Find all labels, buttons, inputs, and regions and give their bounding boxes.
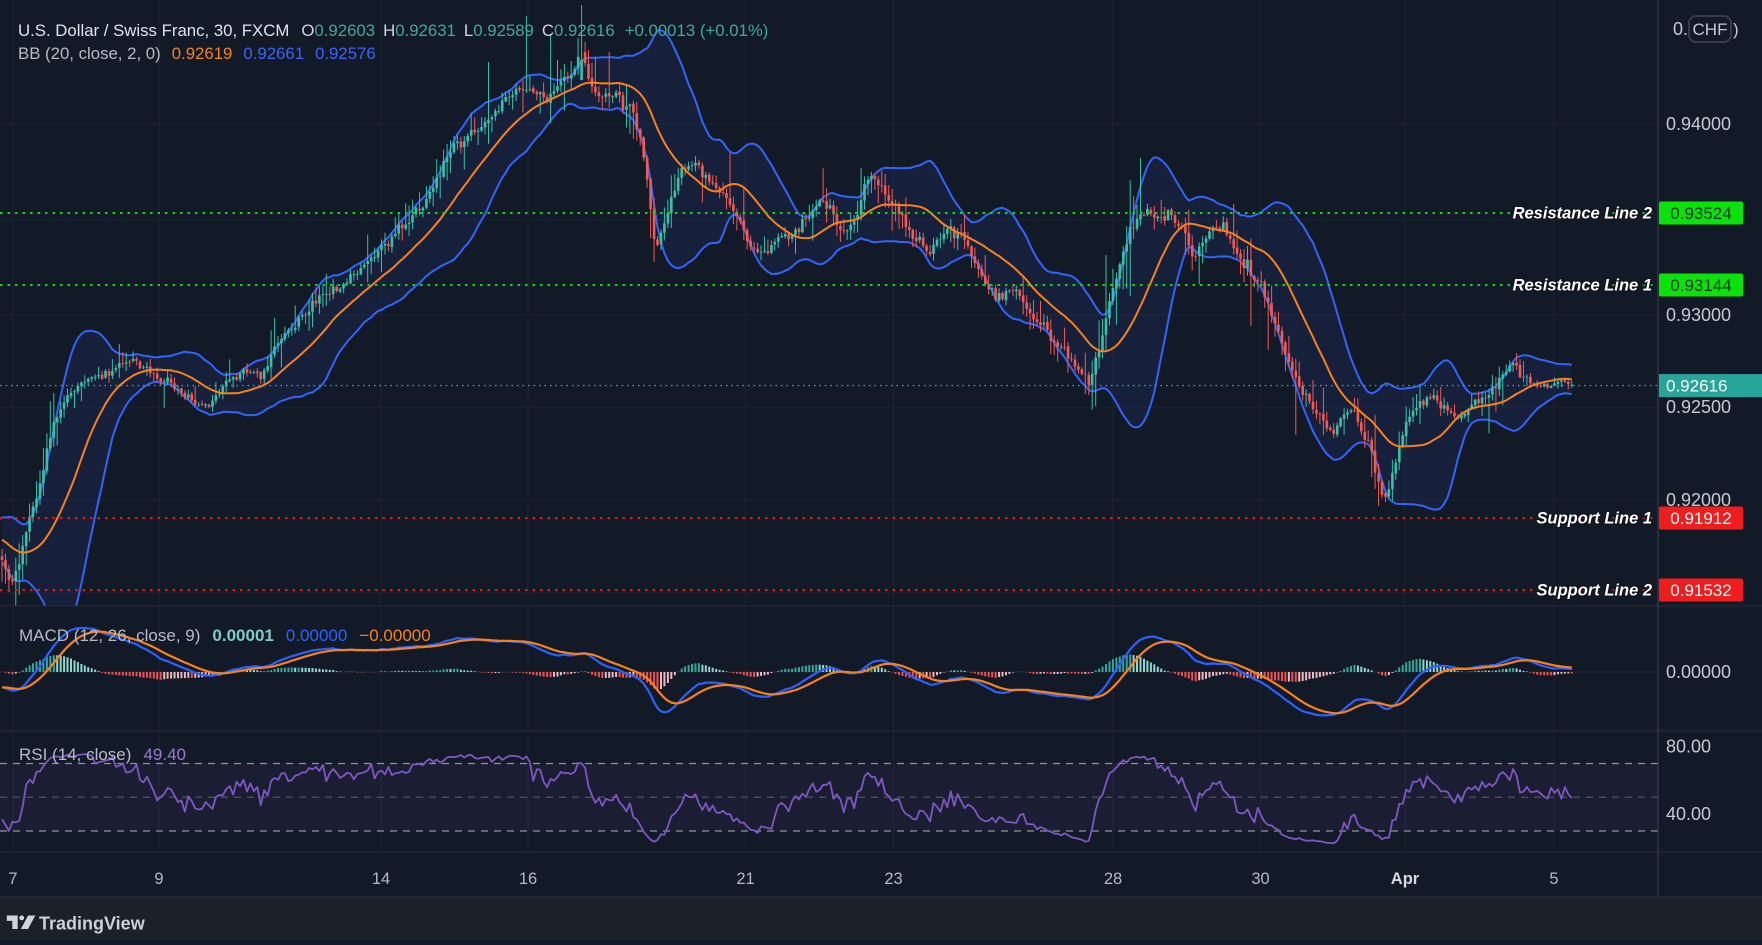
svg-text:23: 23: [884, 870, 902, 888]
svg-text:Apr: Apr: [1391, 870, 1420, 888]
svg-text:0.92500: 0.92500: [1666, 397, 1731, 417]
svg-text:7: 7: [8, 870, 17, 888]
svg-text:80.00: 80.00: [1666, 737, 1711, 757]
svg-text:Support Line 2: Support Line 2: [1537, 582, 1653, 600]
svg-text:40.00: 40.00: [1666, 804, 1711, 824]
svg-text:0.: 0.: [1673, 19, 1688, 39]
svg-text:16: 16: [519, 870, 537, 888]
svg-text:28: 28: [1104, 870, 1122, 888]
svg-text:0.91532: 0.91532: [1670, 581, 1731, 600]
svg-text:Resistance Line 2: Resistance Line 2: [1513, 205, 1652, 223]
svg-text:0.93144: 0.93144: [1670, 276, 1731, 295]
svg-text:0.91912: 0.91912: [1670, 509, 1731, 528]
svg-text:CHF: CHF: [1693, 20, 1728, 39]
svg-text:0.00000: 0.00000: [1666, 662, 1731, 682]
svg-text:14: 14: [372, 870, 390, 888]
svg-text:Support Line 1: Support Line 1: [1537, 510, 1653, 528]
svg-text:MACD (12, 26, close, 9)0.00001: MACD (12, 26, close, 9)0.000010.00000−0.…: [19, 626, 431, 645]
svg-text:U.S. Dollar / Swiss Franc, 30,: U.S. Dollar / Swiss Franc, 30, FXCMO0.92…: [18, 21, 768, 40]
svg-text:9: 9: [154, 870, 163, 888]
svg-text:30: 30: [1251, 870, 1269, 888]
svg-text:TradingView: TradingView: [39, 914, 146, 934]
svg-text:21: 21: [736, 870, 754, 888]
svg-text:0.93524: 0.93524: [1670, 204, 1731, 223]
svg-text:0.93000: 0.93000: [1666, 305, 1731, 325]
svg-text:5: 5: [1549, 870, 1558, 888]
svg-text:RSI (14, close)49.40: RSI (14, close)49.40: [19, 745, 186, 764]
svg-text:0.94000: 0.94000: [1666, 114, 1731, 134]
svg-text:Resistance Line 1: Resistance Line 1: [1513, 277, 1652, 295]
svg-text:0.92616: 0.92616: [1666, 377, 1727, 396]
svg-text:): ): [1733, 20, 1739, 39]
